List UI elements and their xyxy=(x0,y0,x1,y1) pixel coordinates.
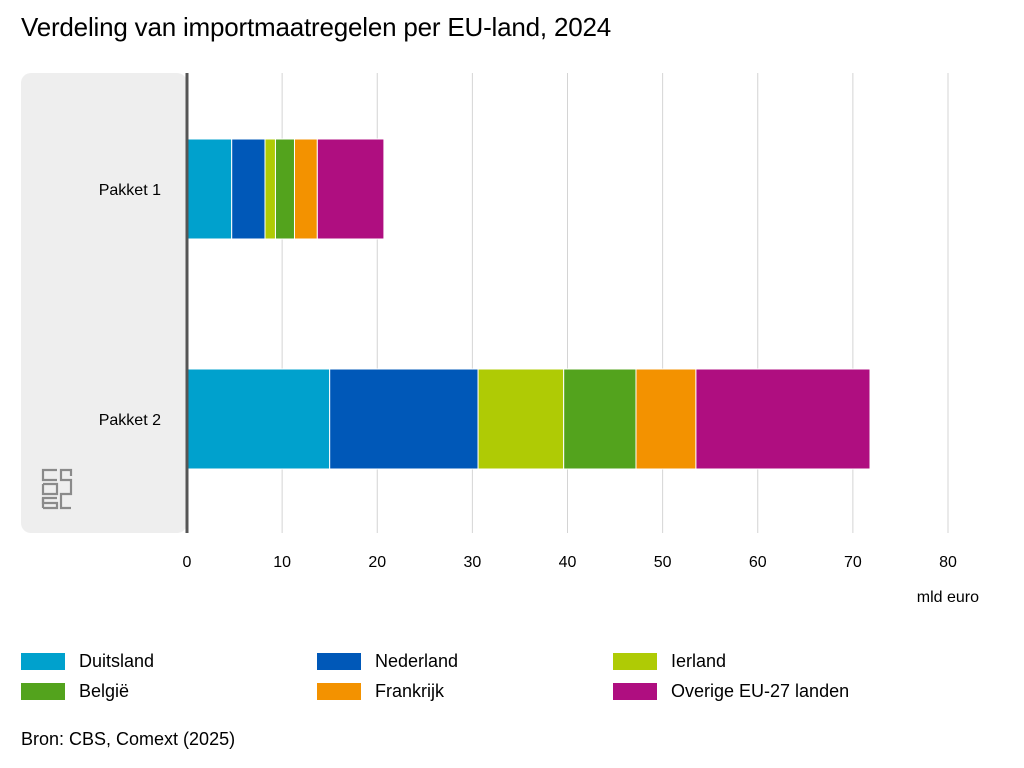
bar-segment xyxy=(264,138,276,240)
bar-segment xyxy=(329,368,479,470)
legend-label: België xyxy=(79,680,130,701)
x-tick-label: 50 xyxy=(654,554,672,571)
legend-label: Ierland xyxy=(671,650,727,671)
x-tick-labels: 0 10 20 30 40 50 60 70 80 xyxy=(183,554,957,571)
legend-swatch xyxy=(21,682,65,700)
legend-swatch xyxy=(317,652,361,670)
bar-segment xyxy=(186,138,233,240)
legend-label: Duitsland xyxy=(79,650,155,671)
source-note: Bron: CBS, Comext (2025) xyxy=(21,729,236,749)
legend-item: Frankrijk xyxy=(317,680,444,702)
legend-label: Frankrijk xyxy=(375,680,445,701)
legend-label: Nederland xyxy=(375,650,459,671)
category-label: Pakket 2 xyxy=(99,412,161,429)
x-tick-label: 40 xyxy=(559,554,577,571)
category-label: Pakket 1 xyxy=(99,182,161,199)
chart-title: Verdeling van importmaatregelen per EU-l… xyxy=(21,12,612,42)
bar-segment xyxy=(635,368,697,470)
legend-swatch xyxy=(613,652,657,670)
legend-swatch xyxy=(317,682,361,700)
legend-item: Ierland xyxy=(613,650,726,672)
x-axis-label: mld euro xyxy=(917,589,979,606)
legend: Duitsland Nederland Ierland België Frankrijk… xyxy=(21,650,1001,712)
bars xyxy=(186,138,871,470)
legend-item: België xyxy=(21,680,129,702)
category-labels: Pakket 1 Pakket 2 xyxy=(99,182,161,429)
legend-swatch xyxy=(21,652,65,670)
bar-segment xyxy=(231,138,266,240)
x-tick-label: 70 xyxy=(844,554,862,571)
cbs-logo xyxy=(41,468,73,510)
x-tick-label: 30 xyxy=(463,554,481,571)
bar-segment xyxy=(274,138,295,240)
bar-segment xyxy=(563,368,637,470)
chart-canvas: Pakket 1 Pakket 2 0 10 20 30 40 50 60 70 80 mld e… xyxy=(21,73,979,606)
x-tick-label: 0 xyxy=(183,554,192,571)
bar-segment xyxy=(695,368,871,470)
category-panel xyxy=(21,73,187,533)
legend-label: Overige EU-27 landen xyxy=(671,680,850,701)
x-tick-label: 60 xyxy=(749,554,767,571)
legend-item: Nederland xyxy=(317,650,458,672)
x-tick-label: 80 xyxy=(939,554,957,571)
bar-segment xyxy=(316,138,385,240)
legend-swatch xyxy=(613,682,657,700)
legend-item: Duitsland xyxy=(21,650,154,672)
x-tick-label: 10 xyxy=(273,554,291,571)
bar-segment xyxy=(293,138,318,240)
x-tick-label: 20 xyxy=(368,554,386,571)
legend-item: Overige EU-27 landen xyxy=(613,680,849,702)
bar-segment xyxy=(186,368,331,470)
bar-segment xyxy=(477,368,565,470)
